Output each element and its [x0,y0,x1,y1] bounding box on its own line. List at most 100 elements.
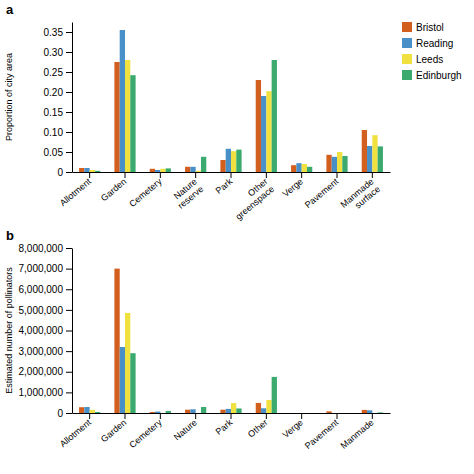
panel-title: a [6,2,14,17]
x-tick-label-line: Cemetery [127,417,164,450]
bar [130,353,135,413]
bar [226,149,231,172]
y-tick-label: 0.30 [44,47,64,58]
y-axis-title: Proportion of city area [4,53,14,141]
bar [90,170,95,172]
y-tick: 0.05 [44,147,72,158]
bar [236,408,241,413]
bar [79,168,84,172]
x-tick-label-line: Cemetery [127,176,164,209]
bar-series [95,353,383,413]
bar [272,60,277,172]
legend-swatch [402,70,412,80]
bar [261,96,266,172]
x-tick: Cemetery [127,413,164,450]
x-tick-label: Naturereserve [170,176,206,211]
x-tick-label-line: Other [246,417,270,439]
y-tick-label: 2,000,000 [19,366,64,377]
y-tick-mark [66,72,72,73]
bar [307,167,312,172]
x-tick-label: Cemetery [127,176,164,209]
x-axis: AllotmentGardenCemeteryNatureParkOtherVe… [58,413,391,451]
x-tick-mark [195,413,196,419]
bar [84,168,89,172]
bar [120,30,125,172]
x-tick: Garden [99,413,128,444]
y-tick-mark [66,413,72,414]
x-tick-label: Cemetery [127,417,164,450]
legend-swatch [402,22,412,32]
bar [362,130,367,172]
bar [155,412,160,413]
bar [84,407,89,413]
x-tick-label-line: Allotment [58,176,94,208]
x-tick-mark [266,413,267,419]
legend-item: Leeds [402,54,443,65]
y-tick-mark [66,331,72,332]
x-tick-mark [125,413,126,419]
bar [307,413,312,414]
y-tick-label: 6,000,000 [19,284,64,295]
bar-series [95,60,383,172]
y-tick: 4,000,000 [19,325,73,336]
legend: BristolReadingLeedsEdinburgh [402,22,462,81]
legend-swatch [402,54,412,64]
x-tick-label-line: Pavement [303,417,341,451]
x-tick: Nature [172,413,199,442]
y-tick: 5,000,000 [19,305,73,316]
bar [291,165,296,172]
bar [166,411,171,413]
y-tick: 0.30 [44,47,72,58]
bar [236,150,241,172]
bar [166,168,171,172]
bar [120,347,125,413]
x-tick-label-line: Pavement [303,176,341,210]
y-tick: 0 [57,167,72,178]
x-tick: Pavement [303,413,341,451]
y-tick-mark [66,392,72,393]
x-tick: Other [246,413,270,439]
panel: AllotmentGardenCemeteryNatureParkOtherVe… [4,228,391,451]
x-tick-label: Pavement [303,176,341,210]
x-tick: Garden [99,172,128,203]
bar [342,156,347,172]
x-tick-label: Garden [99,176,128,203]
x-tick-label-line: Park [214,417,235,437]
y-tick-mark [66,112,72,113]
y-tick: 0.20 [44,87,72,98]
x-tick-label-line: Garden [99,417,128,444]
bar-series [84,30,372,172]
x-tick-label-line: greenspace [234,184,276,222]
bar [266,400,271,413]
bar [372,135,377,172]
y-tick-label: 0.20 [44,87,64,98]
bar-series [79,269,367,413]
x-tick-mark [337,413,338,419]
chart-root: AllotmentGardenCemeteryNaturereservePark… [0,0,474,474]
bar [367,146,372,172]
bar [220,410,225,413]
bar [337,152,342,172]
y-tick-label: 0 [57,167,63,178]
x-tick-label-line: Park [214,176,235,196]
x-tick-mark [195,172,196,178]
panel-title: b [6,228,14,243]
bar [332,157,337,172]
y-tick-mark [66,52,72,53]
y-tick-mark [66,289,72,290]
x-tick-label: Other [246,417,270,439]
bar [296,413,301,414]
x-tick-mark [301,413,302,419]
bar [378,412,383,413]
bar [155,170,160,172]
y-tick-label: 0.15 [44,107,64,118]
x-tick: Allotment [58,413,94,449]
bar [160,413,165,414]
bar [79,407,84,413]
y-tick-label: 5,000,000 [19,305,64,316]
x-tick-label-line: Nature [172,417,199,442]
x-tick-label: Park [214,417,235,437]
bar [150,169,155,172]
x-tick-label-line: Verge [281,176,305,199]
bar [272,377,277,413]
